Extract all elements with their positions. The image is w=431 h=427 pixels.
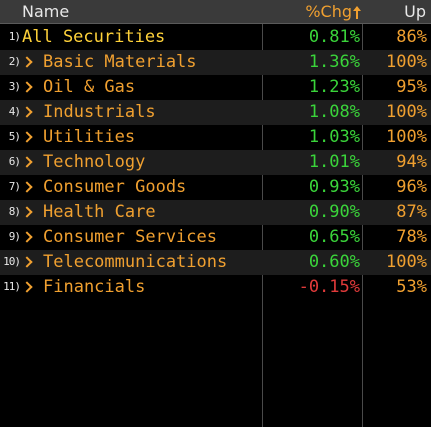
table-row[interactable]: 5) Utilities 1.03% 100% bbox=[0, 125, 431, 150]
column-header-name[interactable]: Name bbox=[22, 2, 70, 21]
chevron-right-icon[interactable] bbox=[21, 181, 33, 193]
table-row[interactable]: 8) Health Care 0.90% 87% bbox=[0, 200, 431, 225]
row-number: 1) bbox=[8, 30, 21, 43]
row-pct-change: 1.08% bbox=[308, 102, 360, 122]
row-number: 4) bbox=[8, 105, 21, 118]
row-up-pct: 94% bbox=[396, 152, 427, 172]
row-up-pct: 86% bbox=[396, 27, 427, 47]
row-name[interactable]: Utilities bbox=[21, 126, 136, 148]
row-name[interactable]: Basic Materials bbox=[21, 51, 197, 73]
row-name[interactable]: Consumer Goods bbox=[21, 176, 187, 198]
chevron-right-icon[interactable] bbox=[21, 81, 33, 93]
row-name[interactable]: Industrials bbox=[21, 101, 156, 123]
row-name-text: Technology bbox=[43, 152, 146, 172]
row-name[interactable]: Oil & Gas bbox=[21, 76, 136, 98]
row-name[interactable]: Consumer Services bbox=[21, 226, 217, 248]
row-name-text: Basic Materials bbox=[43, 52, 197, 72]
row-pct-change: 0.81% bbox=[308, 27, 360, 47]
row-number: 2) bbox=[8, 55, 21, 68]
table-row[interactable]: 11) Financials -0.15% 53% bbox=[0, 275, 431, 300]
row-name-text: Consumer Goods bbox=[43, 177, 187, 197]
chevron-right-icon[interactable] bbox=[21, 131, 33, 143]
row-name-text: Financials bbox=[43, 277, 146, 297]
row-up-pct: 100% bbox=[386, 252, 427, 272]
row-pct-change: 0.65% bbox=[308, 227, 360, 247]
chevron-right-icon[interactable] bbox=[21, 156, 33, 168]
table-row[interactable]: 4) Industrials 1.08% 100% bbox=[0, 100, 431, 125]
row-pct-change: 0.90% bbox=[308, 202, 360, 222]
row-name-text: Telecommunications bbox=[43, 252, 228, 272]
row-number: 11) bbox=[3, 280, 21, 293]
column-header-pct-chg[interactable]: %Chg bbox=[305, 2, 361, 21]
row-number: 9) bbox=[8, 230, 21, 243]
chevron-right-icon[interactable] bbox=[21, 206, 33, 218]
row-up-pct: 96% bbox=[396, 177, 427, 197]
row-pct-change: 1.03% bbox=[308, 127, 360, 147]
row-name[interactable]: All Securities bbox=[22, 26, 165, 48]
table-row[interactable]: 9) Consumer Services 0.65% 78% bbox=[0, 225, 431, 250]
row-pct-change: 1.01% bbox=[308, 152, 360, 172]
row-number: 3) bbox=[8, 80, 21, 93]
chevron-right-icon[interactable] bbox=[21, 56, 33, 68]
row-up-pct: 100% bbox=[386, 52, 427, 72]
row-name-text: Oil & Gas bbox=[43, 77, 136, 97]
row-number: 10) bbox=[3, 255, 21, 268]
row-up-pct: 95% bbox=[396, 77, 427, 97]
table-row[interactable]: 7) Consumer Goods 0.93% 96% bbox=[0, 175, 431, 200]
row-name-text: Industrials bbox=[43, 102, 156, 122]
row-name[interactable]: Health Care bbox=[21, 201, 156, 223]
row-number: 6) bbox=[8, 155, 21, 168]
chevron-right-icon[interactable] bbox=[21, 256, 33, 268]
row-name-text: Health Care bbox=[43, 202, 156, 222]
arrow-up-icon bbox=[353, 4, 361, 20]
row-name[interactable]: Technology bbox=[21, 151, 146, 173]
row-number: 5) bbox=[8, 130, 21, 143]
row-up-pct: 87% bbox=[396, 202, 427, 222]
row-pct-change: 1.23% bbox=[308, 77, 360, 97]
table-row[interactable]: 6) Technology 1.01% 94% bbox=[0, 150, 431, 175]
chevron-right-icon[interactable] bbox=[21, 231, 33, 243]
row-up-pct: 100% bbox=[386, 127, 427, 147]
table-row[interactable]: 3) Oil & Gas 1.23% 95% bbox=[0, 75, 431, 100]
row-number: 8) bbox=[8, 205, 21, 218]
column-header-pct-chg-label: %Chg bbox=[305, 2, 352, 21]
table-header: Name %Chg Up bbox=[0, 0, 431, 24]
chevron-right-icon[interactable] bbox=[21, 281, 33, 293]
row-name-text: Consumer Services bbox=[43, 227, 217, 247]
table-row[interactable]: 2) Basic Materials 1.36% 100% bbox=[0, 50, 431, 75]
table-row[interactable]: 10) Telecommunications 0.60% 100% bbox=[0, 250, 431, 275]
row-name[interactable]: Financials bbox=[21, 276, 146, 298]
row-up-pct: 78% bbox=[396, 227, 427, 247]
row-up-pct: 100% bbox=[386, 102, 427, 122]
row-pct-change: 0.60% bbox=[308, 252, 360, 272]
table-body: 1) All Securities 0.81% 86% 2) Basic Material… bbox=[0, 25, 431, 300]
column-header-up[interactable]: Up bbox=[404, 2, 426, 21]
row-name[interactable]: Telecommunications bbox=[21, 251, 228, 273]
row-name-text: All Securities bbox=[22, 27, 166, 47]
row-pct-change: -0.15% bbox=[298, 277, 360, 297]
row-pct-change: 1.36% bbox=[308, 52, 360, 72]
row-name-text: Utilities bbox=[43, 127, 136, 147]
row-pct-change: 0.93% bbox=[308, 177, 360, 197]
chevron-right-icon[interactable] bbox=[21, 106, 33, 118]
row-up-pct: 53% bbox=[396, 277, 427, 297]
row-number: 7) bbox=[8, 180, 21, 193]
table-row[interactable]: 1) All Securities 0.81% 86% bbox=[0, 25, 431, 50]
